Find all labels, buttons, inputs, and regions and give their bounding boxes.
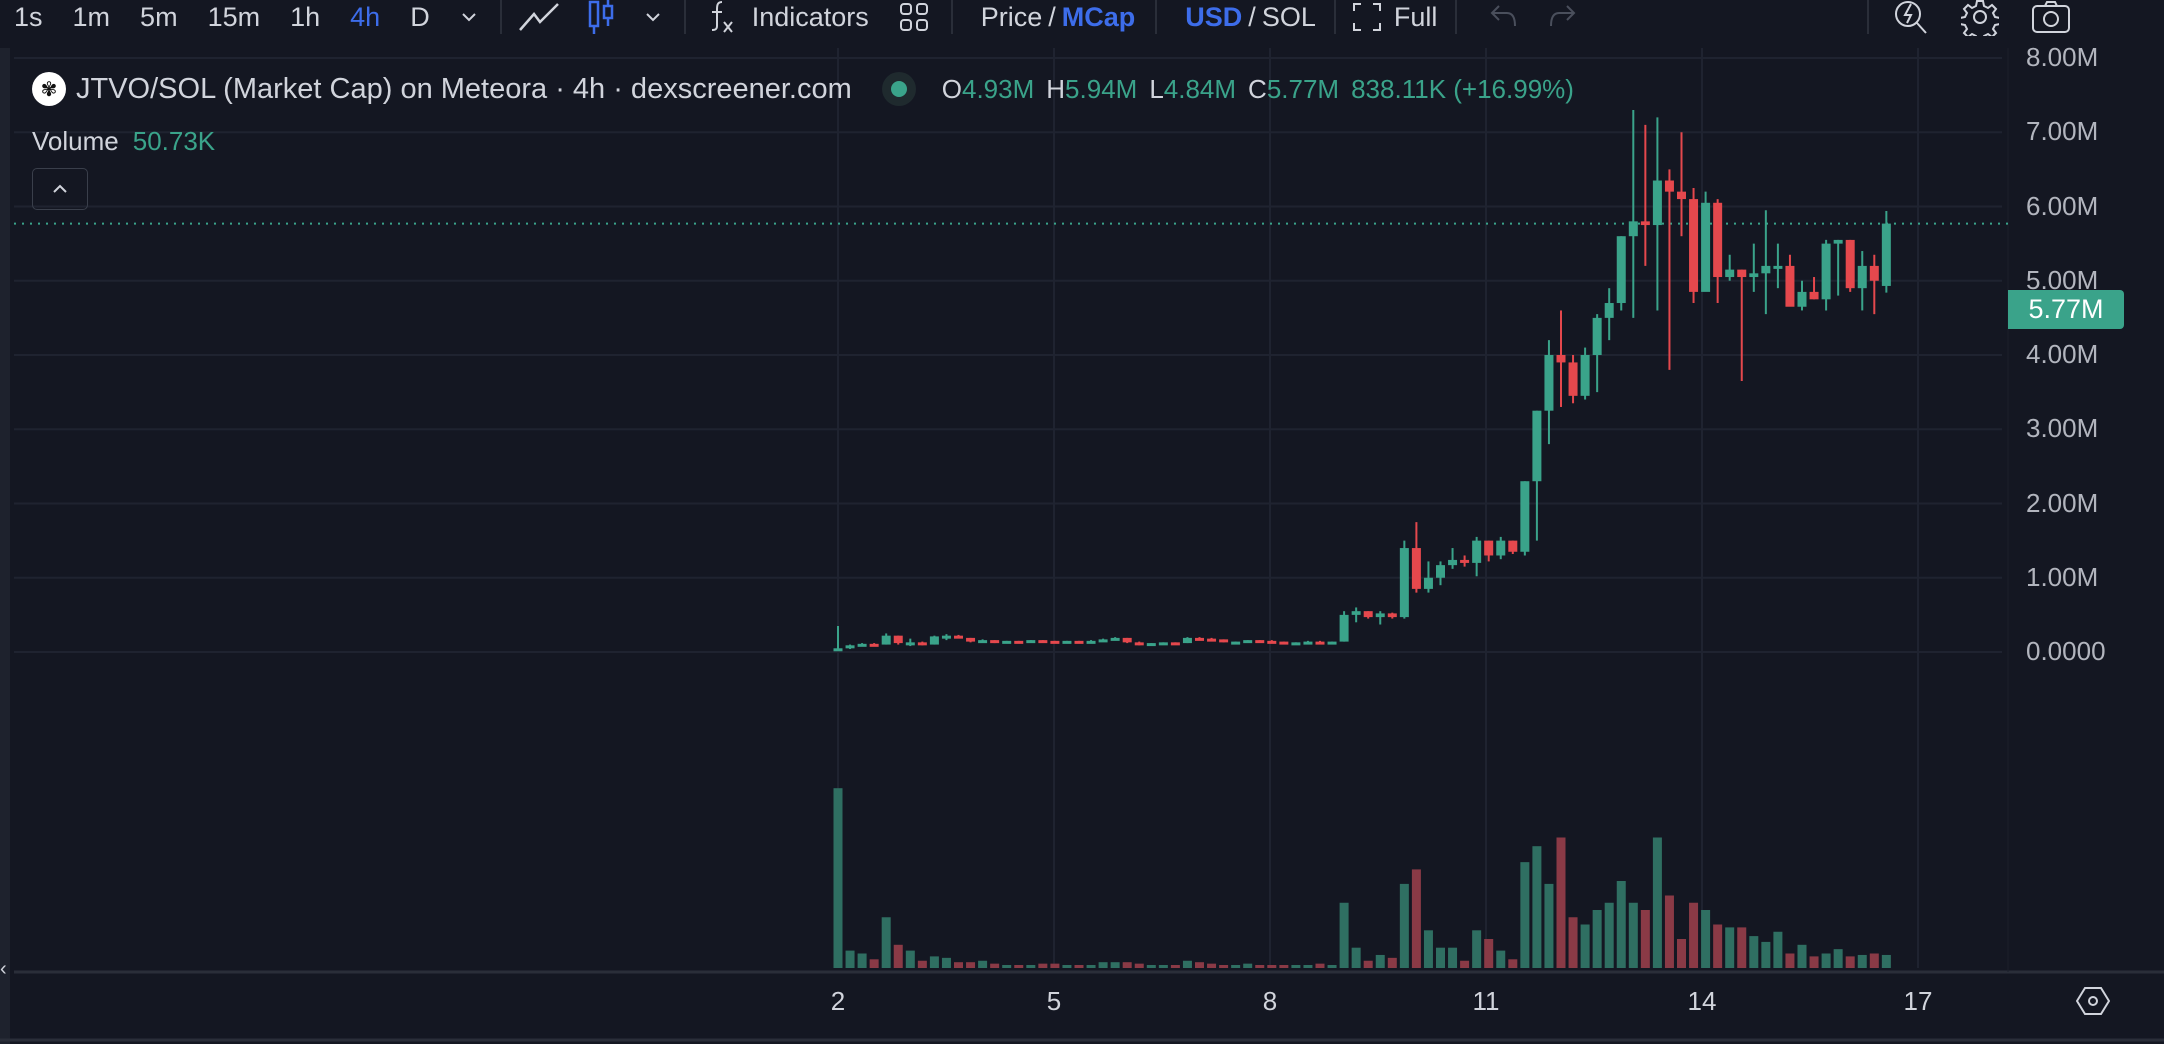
y-tick-label: 5.00M	[2026, 264, 2099, 295]
separator-slash: /	[1248, 1, 1256, 32]
timeframe-list: 1s 1m 5m 15m 1h 4h D	[14, 0, 430, 34]
timeframe-dropdown-button[interactable]	[460, 0, 478, 34]
left-panel-strip	[0, 48, 10, 1044]
open-label: O	[941, 73, 962, 104]
timeframe-1h[interactable]: 1h	[290, 1, 321, 32]
x-tick-label: 2	[830, 986, 846, 1016]
collapse-legend-button[interactable]	[32, 168, 88, 210]
quick-search-button[interactable]	[1893, 0, 1929, 34]
chevron-up-icon	[53, 184, 67, 193]
chart-legend: ✾ JTVO/SOL (Market Cap) on Meteora · 4h …	[32, 72, 1574, 106]
x-tick-label: 8	[1262, 986, 1278, 1016]
toolbar-separator	[1155, 0, 1158, 34]
price-mcap-toggle[interactable]: Price / MCap	[981, 0, 1136, 34]
low-value: 4.84M	[1163, 73, 1237, 104]
x-tick-label: 11	[1472, 986, 1500, 1016]
low-label: L	[1149, 73, 1164, 104]
toolbar-separator	[683, 0, 686, 34]
y-tick-label: 7.00M	[2026, 116, 2099, 147]
layout-button[interactable]	[899, 0, 929, 34]
x-tick-label: 5	[1046, 986, 1062, 1016]
change-value: 838.11K (+16.99%)	[1351, 73, 1574, 104]
indicators-label: Indicators	[751, 1, 869, 32]
timeframe-4h[interactable]: 4h	[350, 1, 381, 32]
y-tick-label: 2.00M	[2026, 487, 2099, 518]
ohlc-values: O 4.93M H 5.94M L 4.84M C 5.77M 838.11K (+16…	[942, 74, 1574, 105]
close-label: C	[1248, 73, 1267, 104]
status-dot-icon	[890, 81, 907, 97]
layout-grid-icon	[899, 3, 928, 31]
fullscreen-icon	[1352, 3, 1381, 31]
candlestick-icon	[588, 0, 613, 34]
volume-label: Volume	[32, 126, 119, 156]
sol-option[interactable]: SOL	[1261, 1, 1316, 32]
toolbar: 1s 1m 5m 15m 1h 4h D Indicators Price / MCap U…	[0, 0, 2164, 36]
line-chart-button[interactable]	[518, 0, 562, 34]
screenshot-button[interactable]	[2031, 0, 2071, 34]
volume-value: 50.73K	[132, 126, 216, 156]
high-label: H	[1046, 73, 1066, 104]
fullscreen-button[interactable]: Full	[1352, 0, 1438, 34]
chart-type-dropdown-button[interactable]	[644, 0, 662, 34]
camera-icon	[2032, 1, 2071, 33]
scroll-left-button[interactable]: ‹	[0, 958, 7, 980]
toolbar-separator	[1455, 0, 1458, 34]
last-price-tag: 5.77M	[2008, 290, 2124, 329]
undo-icon	[1490, 5, 1517, 27]
axis-settings-icon[interactable]	[2076, 986, 2110, 1016]
indicators-fx-icon	[711, 1, 733, 33]
timeframe-1m[interactable]: 1m	[72, 1, 111, 32]
indicators-button[interactable]: Indicators	[708, 0, 869, 34]
toolbar-separator	[1867, 0, 1870, 34]
mcap-option[interactable]: MCap	[1061, 1, 1136, 32]
quick-search-icon	[1895, 1, 1928, 34]
y-tick-label: 0.0000	[2026, 636, 2106, 666]
y-tick-label: 4.00M	[2026, 339, 2099, 369]
timeframe-15m[interactable]: 15m	[207, 1, 261, 32]
toolbar-separator	[950, 0, 953, 34]
usd-option[interactable]: USD	[1185, 1, 1243, 32]
x-tick-label: 14	[1687, 986, 1717, 1016]
settings-button[interactable]	[1961, 0, 2000, 36]
y-tick-label: 1.00M	[2026, 561, 2099, 592]
chevron-down-icon	[461, 13, 476, 22]
high-value: 5.94M	[1065, 73, 1138, 104]
candlestick-button[interactable]	[586, 0, 618, 34]
y-tick-label: 3.00M	[2026, 413, 2099, 444]
volume-legend: Volume 50.73K	[32, 126, 215, 157]
currency-toggle[interactable]: USD / SOL	[1185, 0, 1316, 34]
full-label: Full	[1393, 1, 1438, 32]
token-logo: ✾	[32, 72, 66, 106]
x-tick-label: 17	[1903, 986, 1933, 1016]
redo-icon	[1550, 5, 1576, 27]
separator-slash: /	[1048, 1, 1056, 32]
live-status-indicator	[881, 72, 916, 106]
timeframe-D[interactable]: D	[410, 1, 430, 32]
y-tick-label: 8.00M	[2026, 42, 2099, 72]
timeframe-5m[interactable]: 5m	[140, 1, 178, 32]
chart-title: JTVO/SOL (Market Cap) on Meteora · 4h · …	[76, 72, 852, 105]
line-chart-icon	[518, 3, 559, 31]
close-value: 5.77M	[1266, 73, 1340, 104]
chevron-down-icon	[645, 13, 660, 22]
open-value: 4.93M	[962, 73, 1035, 104]
redo-button[interactable]	[1547, 0, 1577, 34]
toolbar-separator	[499, 0, 502, 34]
gear-icon	[1961, 0, 2000, 36]
toolbar-separator	[1333, 0, 1336, 34]
undo-button[interactable]	[1489, 0, 1519, 34]
timeframe-1s[interactable]: 1s	[14, 1, 43, 32]
price-option[interactable]: Price	[980, 1, 1043, 32]
y-tick-label: 6.00M	[2026, 190, 2099, 221]
